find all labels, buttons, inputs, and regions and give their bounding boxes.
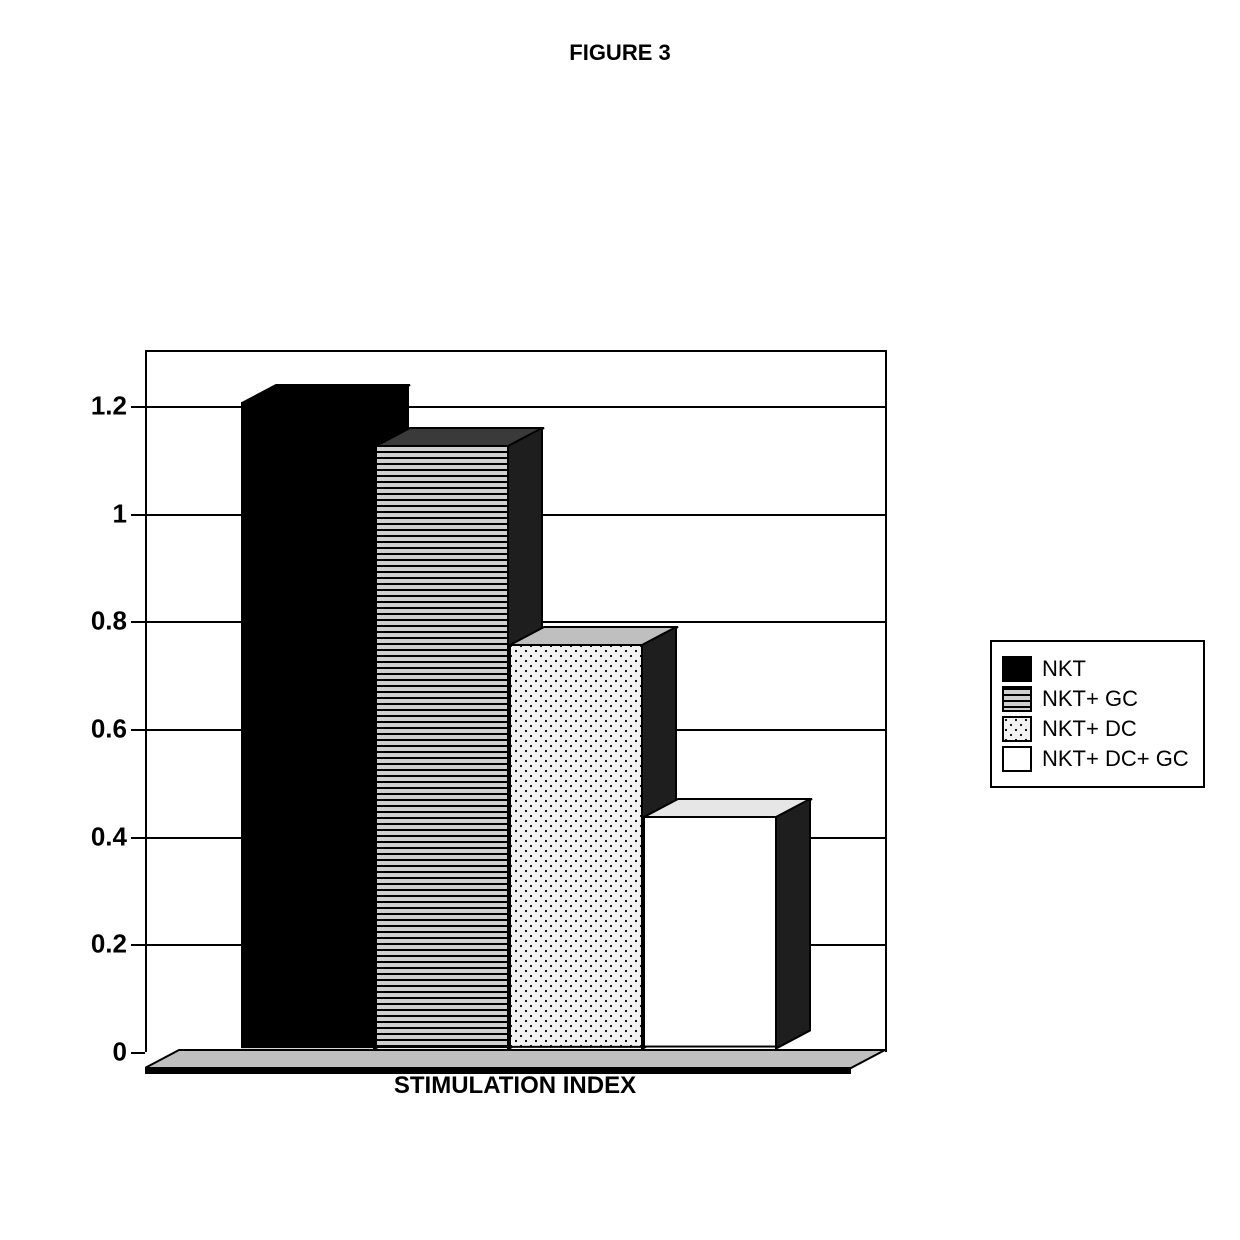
legend: NKT NKT+ GC NKT+ DC NKT+ DC+ GC: [990, 640, 1205, 788]
bar-front: [643, 816, 779, 1050]
bar-front: [241, 402, 377, 1050]
legend-swatch: [1002, 686, 1032, 712]
y-tick: [131, 837, 145, 839]
figure-title: FIGURE 3: [0, 40, 1240, 66]
legend-swatch: [1002, 746, 1032, 772]
y-tick: [131, 1052, 145, 1054]
page: FIGURE 3 0 0.2 0.4 0.6 0.8 1 1.2: [0, 0, 1240, 1240]
chart: 0 0.2 0.4 0.6 0.8 1 1.2 STIMULATION INDEX: [85, 350, 955, 1110]
legend-item: NKT+ GC: [1002, 686, 1189, 712]
bar-side: [775, 798, 813, 1052]
y-tick: [131, 944, 145, 946]
bar-front: [509, 644, 645, 1050]
y-tick-label: 1: [113, 498, 127, 529]
y-tick-label: 0.8: [91, 606, 127, 637]
bar-nkt-dc-gc: [643, 818, 777, 1050]
bar-front: [375, 445, 511, 1050]
legend-swatch: [1002, 716, 1032, 742]
y-tick: [131, 729, 145, 731]
bar-nkt-dc: [509, 646, 643, 1050]
bar-nkt: [241, 404, 375, 1050]
legend-swatch: [1002, 656, 1032, 682]
legend-item: NKT+ DC: [1002, 716, 1189, 742]
bars-container: [145, 350, 885, 1050]
legend-label: NKT: [1042, 656, 1086, 682]
bar-nkt-gc: [375, 447, 509, 1050]
y-tick-label: 0.2: [91, 929, 127, 960]
legend-label: NKT+ GC: [1042, 686, 1138, 712]
y-tick-label: 0.6: [91, 713, 127, 744]
legend-label: NKT+ DC: [1042, 716, 1137, 742]
legend-item: NKT: [1002, 656, 1189, 682]
y-tick-label: 1.2: [91, 390, 127, 421]
y-tick: [131, 406, 145, 408]
x-axis-label: STIMULATION INDEX: [145, 1072, 885, 1100]
y-tick-label: 0.4: [91, 821, 127, 852]
legend-label: NKT+ DC+ GC: [1042, 746, 1189, 772]
y-tick: [131, 621, 145, 623]
y-tick-label: 0: [113, 1037, 127, 1068]
legend-item: NKT+ DC+ GC: [1002, 746, 1189, 772]
y-tick: [131, 514, 145, 516]
